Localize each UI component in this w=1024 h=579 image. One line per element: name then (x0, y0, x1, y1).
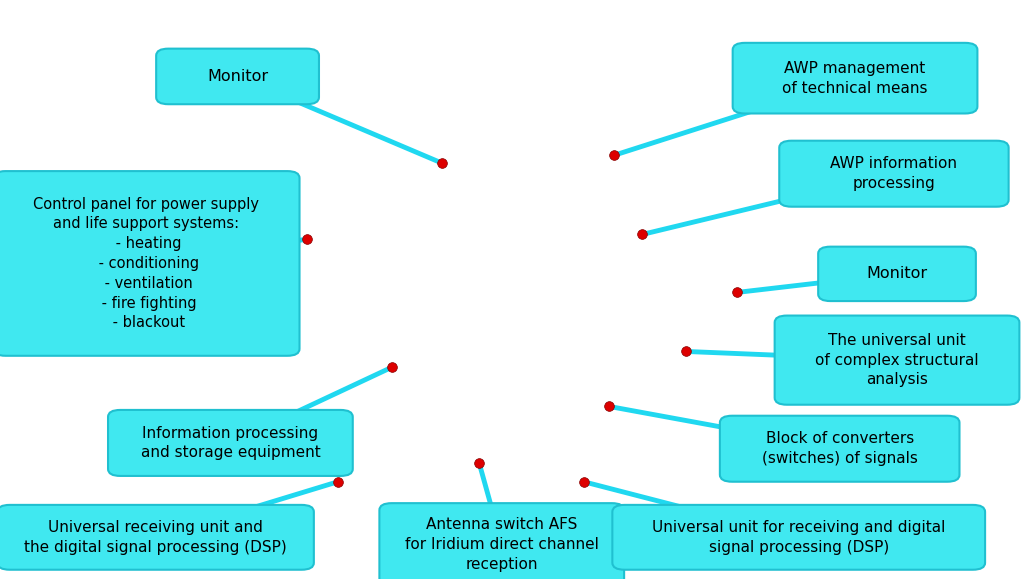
Text: The universal unit
of complex structural
analysis: The universal unit of complex structural… (815, 333, 979, 387)
Text: Monitor: Monitor (207, 69, 268, 84)
FancyBboxPatch shape (0, 171, 300, 356)
Text: Monitor: Monitor (866, 266, 928, 281)
FancyBboxPatch shape (379, 503, 624, 579)
FancyBboxPatch shape (779, 141, 1009, 207)
Text: Antenna switch AFS
for Iridium direct channel
reception: Antenna switch AFS for Iridium direct ch… (404, 517, 599, 571)
FancyBboxPatch shape (0, 505, 313, 570)
Text: AWP management
of technical means: AWP management of technical means (782, 61, 928, 96)
Text: Universal receiving unit and
the digital signal processing (DSP): Universal receiving unit and the digital… (25, 520, 287, 555)
Text: AWP information
processing: AWP information processing (830, 156, 957, 191)
Text: Control panel for power supply
and life support systems:
 - heating
 - condition: Control panel for power supply and life … (34, 196, 259, 331)
FancyBboxPatch shape (818, 247, 976, 301)
FancyBboxPatch shape (774, 316, 1019, 405)
FancyBboxPatch shape (109, 410, 352, 476)
FancyBboxPatch shape (612, 505, 985, 570)
Text: Information processing
and storage equipment: Information processing and storage equip… (140, 426, 321, 460)
Text: Universal unit for receiving and digital
signal processing (DSP): Universal unit for receiving and digital… (652, 520, 945, 555)
FancyBboxPatch shape (156, 49, 319, 104)
FancyBboxPatch shape (732, 43, 977, 113)
FancyBboxPatch shape (720, 416, 959, 482)
Text: Block of converters
(switches) of signals: Block of converters (switches) of signal… (762, 431, 918, 466)
